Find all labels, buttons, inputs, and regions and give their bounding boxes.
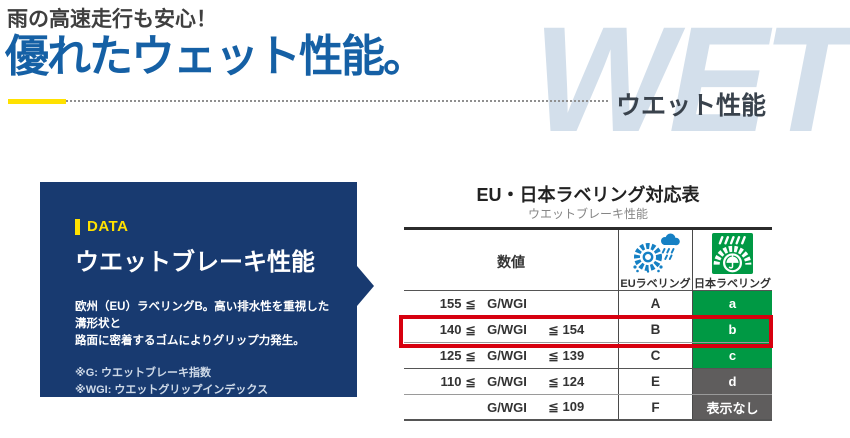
data-box-heading: ウエットブレーキ性能 [75,249,315,276]
eu-grade: F [618,395,692,419]
value-symbol: G/WGI [487,322,527,337]
body-line: 路面に密着するゴムによりグリップ力発生。 [75,335,305,347]
value-upper: ≦ 139 [548,347,585,363]
value-cell: 125 ≦ G/WGI ≦ 139 [404,343,618,368]
table-row: 125 ≦ G/WGI ≦ 139 C c [404,343,772,369]
note-line: ※WGI: ウエットグリップインデックス [75,384,269,396]
value-symbol: G/WGI [487,348,527,363]
tire-with-rain-cloud-icon [632,233,680,273]
data-box-notes: ※G: ウエットブレーキ指数 ※WGI: ウエットグリップインデックス [75,365,337,399]
tag-label: DATA [87,218,129,235]
data-callout-box: DATA ウエットブレーキ性能 欧州（EU）ラベリングB。高い排水性を重視した溝… [40,182,374,399]
table-title: EU・日本ラベリング対応表 [476,185,700,205]
table-row-highlighted: 140 ≦ G/WGI ≦ 154 B b [404,317,772,343]
section-label: ウエット性能 [616,92,767,120]
tag-accent-bar [75,218,80,235]
value-lower: 155 ≦ [439,295,476,311]
value-lower: 125 ≦ [439,347,476,363]
jp-column-label: 日本ラベリング [694,278,771,290]
eu-grade: C [618,343,692,368]
value-symbol: G/WGI [487,296,527,311]
value-lower: 140 ≦ [439,321,476,337]
table-subtitle: ウエットブレーキ性能 [527,207,648,221]
dotted-line [66,100,608,102]
value-upper: ≦ 124 [548,373,585,389]
value-lower: 110 ≦ [440,373,476,389]
jp-grade: c [692,343,772,368]
value-upper: ≦ 154 [548,321,585,337]
value-cell: 110 ≦ G/WGI ≦ 124 [404,369,618,394]
right-arrow-pointer [357,266,374,306]
value-cell: G/WGI ≦ 109 [404,395,618,419]
value-cell: 140 ≦ G/WGI ≦ 154 [404,317,618,342]
body-line: 欧州（EU）ラベリングB。高い排水性を重視した溝形状と [75,301,330,330]
eu-column-header: EUラベリング [618,230,692,294]
divider-rule [8,98,608,104]
table-row: G/WGI ≦ 109 F 表示なし [404,395,772,421]
value-upper: ≦ 109 [548,399,585,414]
labeling-table: 数値 [404,227,772,421]
value-column-header: 数値 [497,254,525,270]
data-box-body: 欧州（EU）ラベリングB。高い排水性を重視した溝形状と 路面に密着するゴムにより… [75,299,337,350]
wet-watermark-text: WET [533,0,850,163]
note-line: ※G: ウエットブレーキ指数 [75,367,211,379]
eu-column-label: EUラベリング [620,278,691,290]
tire-with-umbrella-rain-icon [712,233,753,274]
jp-grade: a [692,291,772,316]
jp-grade: d [692,369,772,394]
jp-grade: 表示なし [692,395,772,419]
tagline: 雨の高速走行も安心！ [7,8,217,31]
eu-grade: B [618,317,692,342]
table-row: 155 ≦ G/WGI A a [404,291,772,317]
eu-grade: E [618,369,692,394]
jp-column-header: 日本ラベリング [692,230,772,294]
yellow-accent-bar [8,98,66,104]
eu-grade: A [618,291,692,316]
page-title: 優れたウェット性能。 [5,32,427,81]
data-tag: DATA [75,218,337,235]
jp-grade: b [692,317,772,342]
value-symbol: G/WGI [487,374,527,389]
table-row: 110 ≦ G/WGI ≦ 124 E d [404,369,772,395]
table-header-row: 数値 [404,227,772,294]
value-symbol: G/WGI [487,399,527,415]
value-cell: 155 ≦ G/WGI [404,291,618,316]
